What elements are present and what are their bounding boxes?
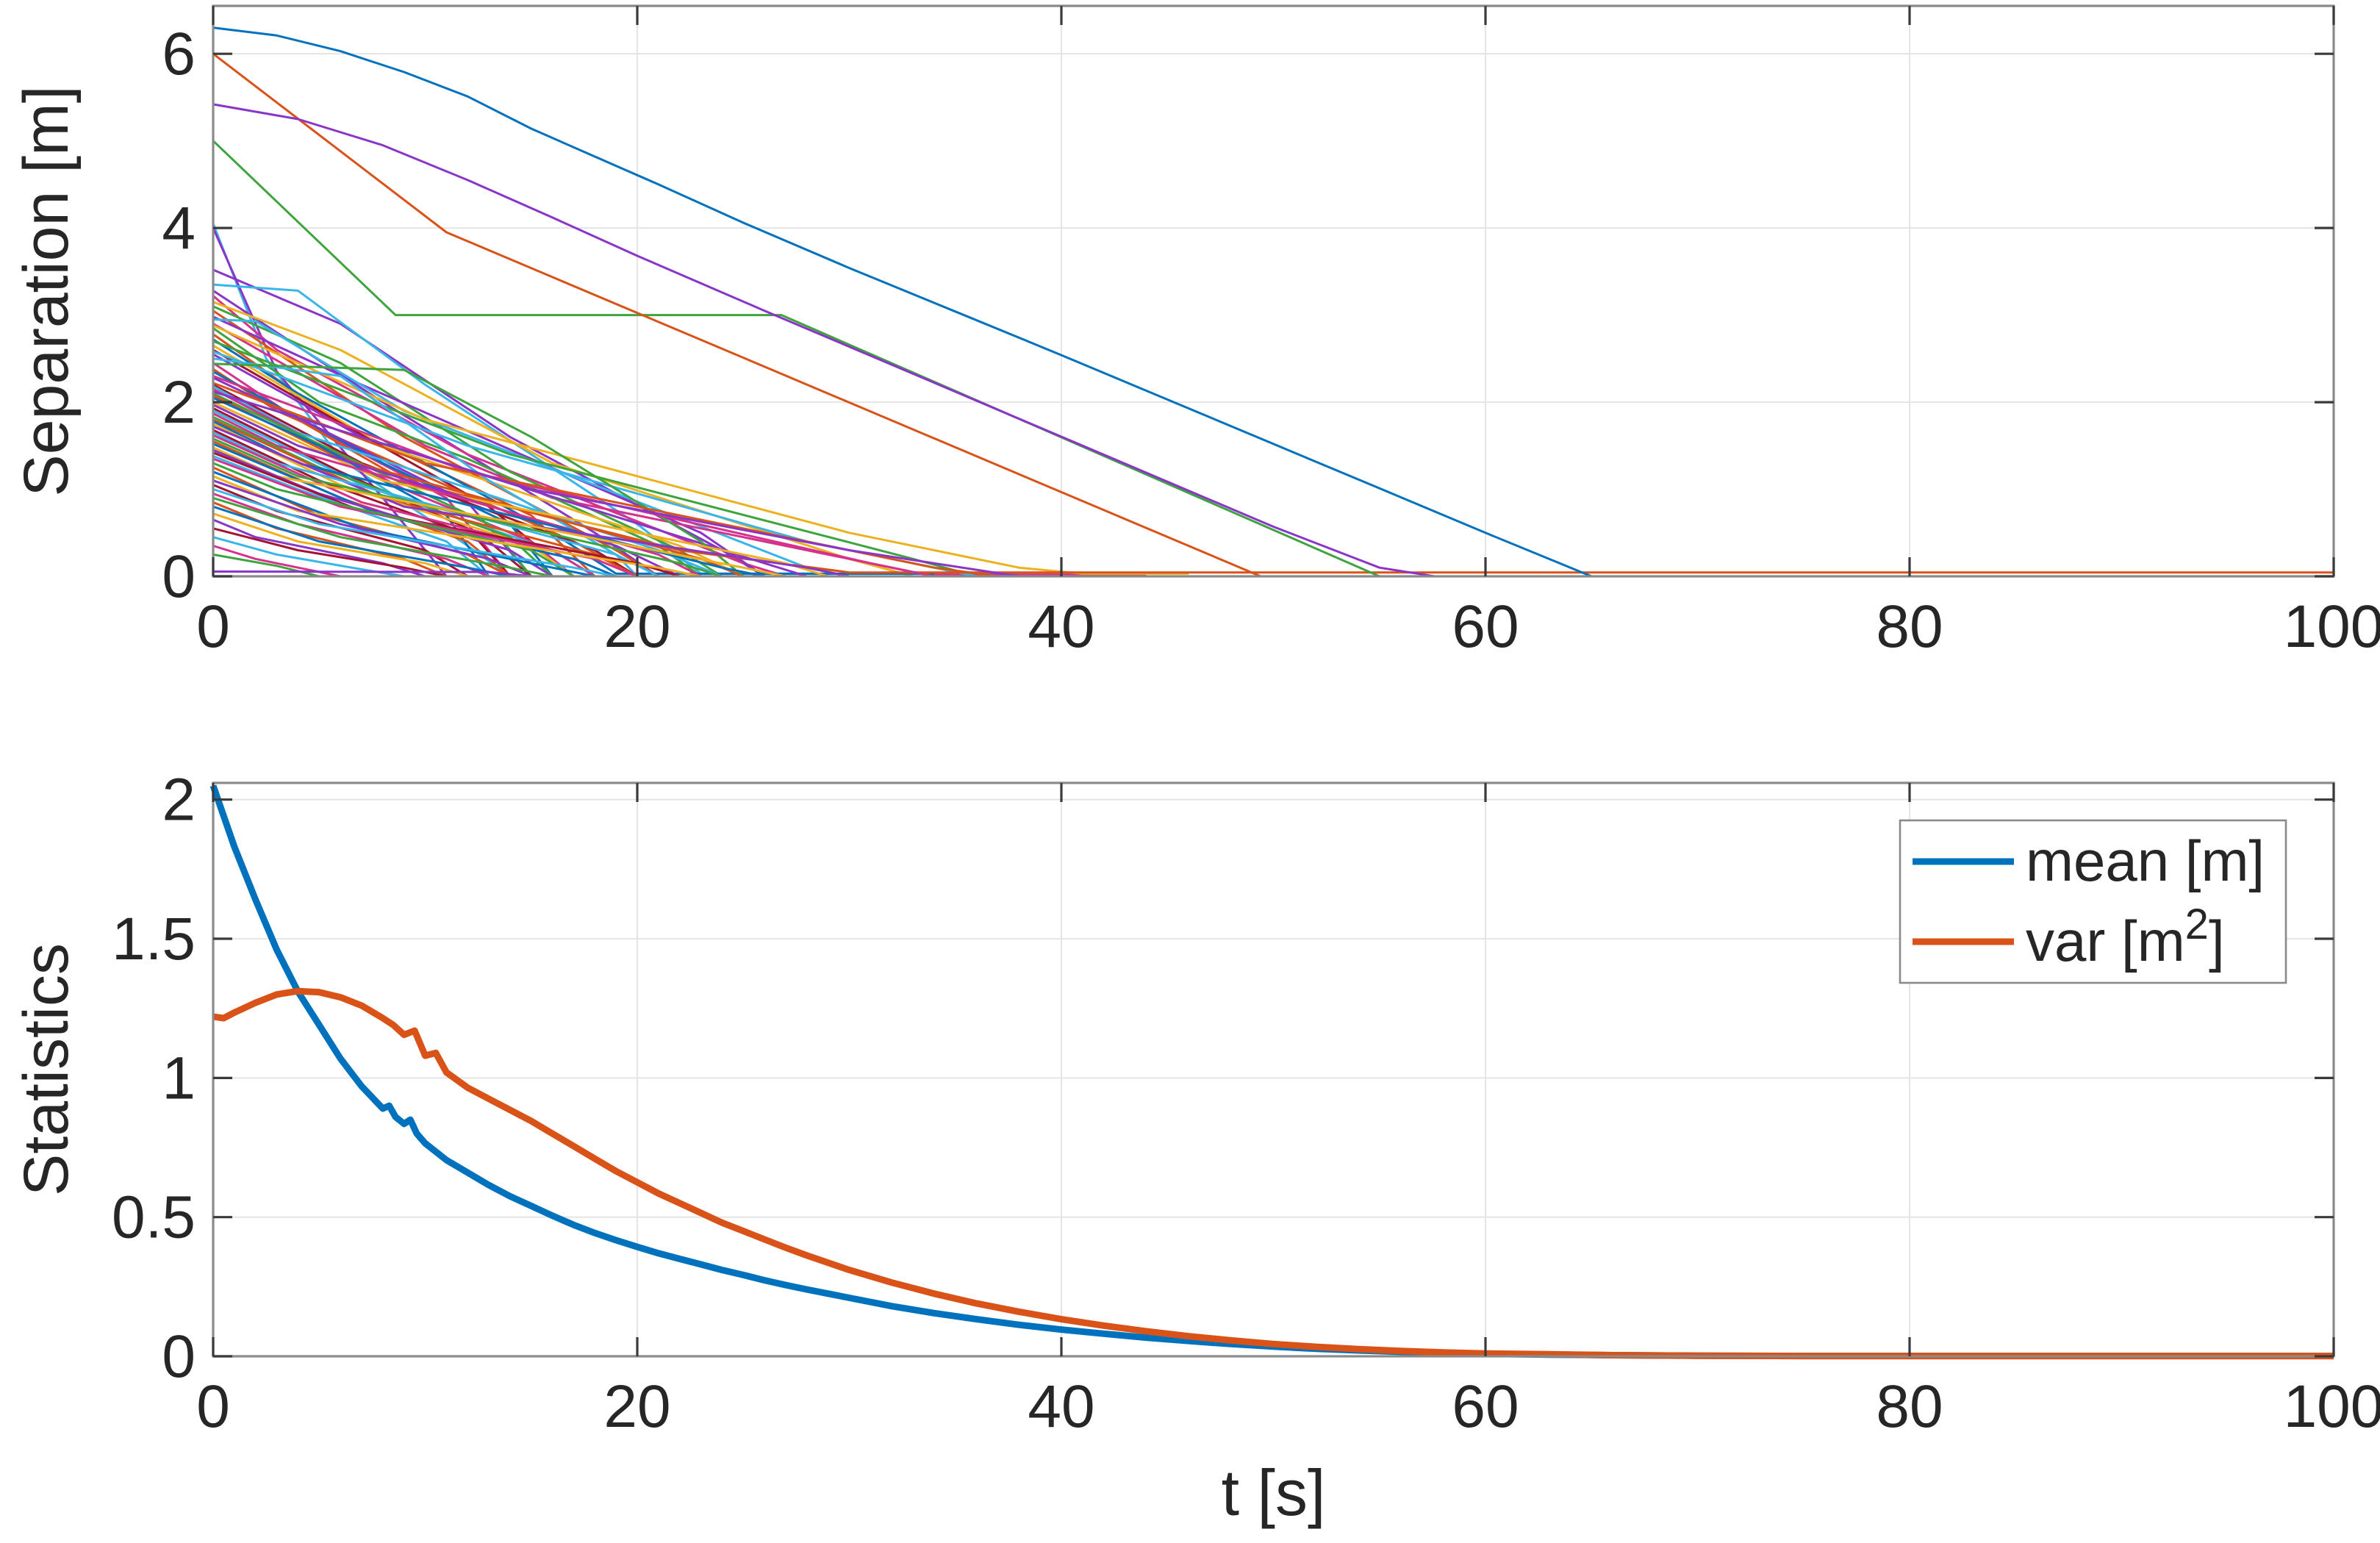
trajectory-line <box>212 512 468 578</box>
trajectory-line <box>212 553 320 578</box>
trajectory-line <box>212 301 914 578</box>
legend: mean [m] var [m2] <box>1899 819 2287 984</box>
statistics-plot: 0 20 40 60 80 100 0 0.5 1 1.5 2 Statistics t [s] mean… <box>11 767 2380 1529</box>
trajectory-line <box>212 518 426 578</box>
trajectory-line <box>212 340 977 578</box>
statistics-xlabel: t [s] <box>1222 1456 1326 1529</box>
trajectory-line <box>212 446 786 578</box>
trajectory-line <box>212 404 681 578</box>
x-tick-label: 40 <box>1028 593 1094 660</box>
trajectory-line <box>212 412 702 578</box>
legend-label: mean [m] <box>2026 828 2265 893</box>
trajectory-line <box>212 488 617 578</box>
trajectory-line <box>212 295 786 578</box>
trajectory-line <box>212 353 808 578</box>
y-tick-label: 0 <box>162 1323 196 1390</box>
trajectory-line <box>212 570 531 578</box>
statistics-ylabel: Statistics <box>11 943 82 1196</box>
y-tick-label: 2 <box>162 369 196 436</box>
x-tick-label: 60 <box>1452 593 1519 660</box>
trajectory-line <box>212 496 553 578</box>
trajectory-line <box>212 370 2334 574</box>
trajectory-line <box>212 420 765 578</box>
legend-box <box>1899 819 2287 984</box>
x-tick-label: 0 <box>196 593 230 660</box>
trajectory-line <box>212 451 681 578</box>
separation-ylabel: Separation [m] <box>11 85 82 496</box>
trajectory-line <box>212 26 1592 578</box>
x-tick-label: 0 <box>196 1373 230 1440</box>
x-tick-label: 20 <box>603 593 670 660</box>
trajectory-line <box>212 103 1435 578</box>
trajectory-line <box>212 401 829 578</box>
separation-plot: 0 20 40 60 80 100 0 2 4 6 Separation [m] <box>11 4 2380 660</box>
var-line <box>212 987 2334 1360</box>
trajectory-line <box>212 501 447 578</box>
trajectory-line <box>212 434 596 578</box>
y-tick-label: 0 <box>162 543 196 610</box>
trajectory-line <box>212 390 1019 578</box>
trajectory-line <box>212 437 723 578</box>
x-tick-label: 20 <box>603 1373 670 1440</box>
trajectory-line <box>212 385 723 578</box>
x-tick-label: 100 <box>2284 593 2380 660</box>
trajectory-line <box>212 268 765 578</box>
axis-box <box>212 4 2335 578</box>
x-tick-label: 60 <box>1452 1373 1519 1440</box>
plot-area <box>213 6 2334 576</box>
trajectory-line <box>212 457 638 578</box>
legend-entry-mean: mean [m] <box>1913 828 2265 893</box>
axis-box <box>212 781 2335 1358</box>
x-tick-label: 80 <box>1876 593 1943 660</box>
trajectory-line <box>212 455 490 578</box>
y-tick-label: 4 <box>162 195 196 262</box>
legend-label: var [m2] <box>2026 901 2225 973</box>
y-tick-label: 1.5 <box>112 906 196 973</box>
trajectory-line <box>212 418 638 578</box>
x-tick-label: 80 <box>1876 1373 1943 1440</box>
trajectory-line <box>212 475 701 578</box>
x-tick-label: 100 <box>2284 1373 2380 1440</box>
y-tick-label: 0.5 <box>112 1184 196 1251</box>
trajectory-line <box>212 375 935 578</box>
y-tick-label: 1 <box>162 1045 196 1111</box>
trajectory-line <box>212 425 850 578</box>
y-tick-label: 6 <box>162 21 196 87</box>
trajectory-line <box>212 545 341 578</box>
x-tick-label: 40 <box>1028 1373 1094 1440</box>
y-tick-label: 2 <box>162 767 196 834</box>
trajectory-line <box>212 324 1189 575</box>
legend-entry-var: var [m2] <box>1913 901 2225 973</box>
trajectory-line <box>212 53 1261 578</box>
